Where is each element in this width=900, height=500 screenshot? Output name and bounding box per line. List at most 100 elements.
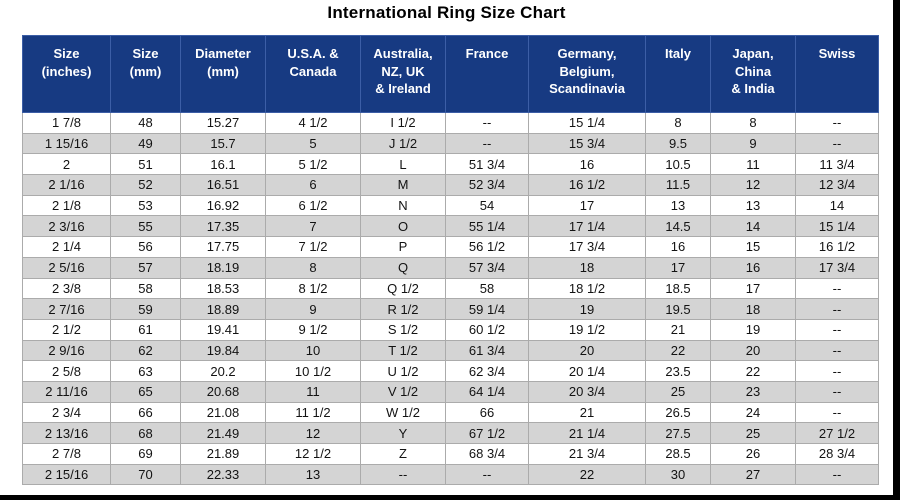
table-cell: 18.89 [180, 298, 266, 320]
table-cell: 23 [710, 380, 796, 403]
table-cell: 21.89 [180, 443, 266, 465]
table-cell: 2 9/16 [22, 339, 111, 362]
table-cell: N [360, 194, 446, 217]
column-header: Italy [645, 35, 711, 113]
table-cell: 16 1/2 [795, 236, 879, 258]
table-cell: M [360, 174, 446, 196]
table-cell: 58 [110, 277, 181, 300]
table-cell: 20 [528, 339, 646, 362]
table-cell: 16 [528, 153, 646, 176]
table-cell: 21.08 [180, 401, 266, 424]
table-cell: 66 [110, 401, 181, 424]
table-row: 2 5/8 63 20.2 10 1/2 U 1/2 62 3/4 20 1/4 23.5 22… [22, 360, 879, 382]
table-cell: 16.1 [180, 153, 266, 176]
column-header: Australia, NZ, UK & Ireland [360, 35, 446, 113]
table-cell: 21 [528, 401, 646, 424]
table-cell: 19 1/2 [528, 318, 646, 341]
table-cell: 9 1/2 [265, 318, 361, 341]
table-cell: 11.5 [645, 174, 711, 196]
table-cell: W 1/2 [360, 401, 446, 424]
table-cell: 64 1/4 [445, 380, 529, 403]
table-cell: 16.51 [180, 174, 266, 196]
table-cell: 2 13/16 [22, 422, 111, 444]
table-cell: 55 1/4 [445, 215, 529, 238]
table-cell: 16 [710, 256, 796, 279]
table-cell: 25 [645, 380, 711, 403]
table-cell: 52 3/4 [445, 174, 529, 196]
table-cell: 27 1/2 [795, 422, 879, 444]
table-row: 2 7/8 69 21.89 12 1/2 Z 68 3/4 21 3/4 28.5 26 28 … [22, 443, 879, 465]
table-cell: 2 3/8 [22, 277, 111, 300]
table-cell: 19.5 [645, 298, 711, 320]
column-header: Size (mm) [110, 35, 181, 113]
table-cell: 18.19 [180, 256, 266, 279]
table-cell: 2 1/8 [22, 194, 111, 217]
table-cell: 11 [265, 380, 361, 403]
table-cell: 19 [528, 298, 646, 320]
table-cell: 25 [710, 422, 796, 444]
column-header: Germany, Belgium, Scandinavia [528, 35, 646, 113]
table-header-row: Size (inches) Size (mm) Diameter (mm) U.S.A… [22, 35, 879, 113]
table-cell: 2 11/16 [22, 380, 111, 403]
table-cell: 27.5 [645, 422, 711, 444]
table-cell: 24 [710, 401, 796, 424]
table-cell: 16 1/2 [528, 174, 646, 196]
table-cell: 14.5 [645, 215, 711, 238]
table-cell: 15 [710, 236, 796, 258]
table-cell: 58 [445, 277, 529, 300]
table-cell: 28.5 [645, 443, 711, 465]
table-cell: 2 [22, 153, 111, 176]
table-cell: 23.5 [645, 360, 711, 382]
table-cell: 20 1/4 [528, 360, 646, 382]
table-cell: 54 [445, 194, 529, 217]
table-cell: 22 [710, 360, 796, 382]
table-cell: 9 [265, 298, 361, 320]
table-row: 1 15/16 49 15.7 5 J 1/2 -- 15 3/4 9.5 9 -- [22, 132, 879, 155]
table-cell: 62 3/4 [445, 360, 529, 382]
table-cell: 48 [110, 112, 181, 134]
table-cell: 55 [110, 215, 181, 238]
table-cell: 17 [528, 194, 646, 217]
table-cell: -- [795, 318, 879, 341]
column-header: Diameter (mm) [180, 35, 266, 113]
table-cell: -- [795, 380, 879, 403]
table-cell: 16.92 [180, 194, 266, 217]
table-cell: -- [445, 463, 529, 486]
table-cell: 49 [110, 132, 181, 155]
table-cell: 52 [110, 174, 181, 196]
table-row: 2 9/16 62 19.84 10 T 1/2 61 3/4 20 22 20 -- [22, 339, 879, 362]
table-cell: 69 [110, 443, 181, 465]
table-cell: 2 7/8 [22, 443, 111, 465]
table-cell: Z [360, 443, 446, 465]
table-cell: 17 [710, 277, 796, 300]
table-cell: 51 3/4 [445, 153, 529, 176]
table-cell: 12 1/2 [265, 443, 361, 465]
table-cell: 62 [110, 339, 181, 362]
table-cell: 14 [795, 194, 879, 217]
table-cell: 57 [110, 256, 181, 279]
table-cell: 26.5 [645, 401, 711, 424]
table-cell: S 1/2 [360, 318, 446, 341]
table-cell: 4 1/2 [265, 112, 361, 134]
table-cell: 21 [645, 318, 711, 341]
table-row: 2 1/2 61 19.41 9 1/2 S 1/2 60 1/2 19 1/2 21 19 -- [22, 318, 879, 341]
table-cell: 10 1/2 [265, 360, 361, 382]
table-cell: 65 [110, 380, 181, 403]
table-cell: 7 1/2 [265, 236, 361, 258]
table-cell: 63 [110, 360, 181, 382]
table-cell: 17 3/4 [795, 256, 879, 279]
table-cell: 20 [710, 339, 796, 362]
table-cell: 68 [110, 422, 181, 444]
table-cell: 28 3/4 [795, 443, 879, 465]
table-cell: 57 3/4 [445, 256, 529, 279]
table-cell: -- [795, 360, 879, 382]
table-cell: 13 [265, 463, 361, 486]
table-cell: 10 [265, 339, 361, 362]
table-cell: 2 7/16 [22, 298, 111, 320]
column-header: Japan, China & India [710, 35, 796, 113]
table-cell: 8 [710, 112, 796, 134]
table-cell: -- [795, 132, 879, 155]
table-cell: P [360, 236, 446, 258]
table-cell: -- [795, 463, 879, 486]
table-cell: -- [360, 463, 446, 486]
